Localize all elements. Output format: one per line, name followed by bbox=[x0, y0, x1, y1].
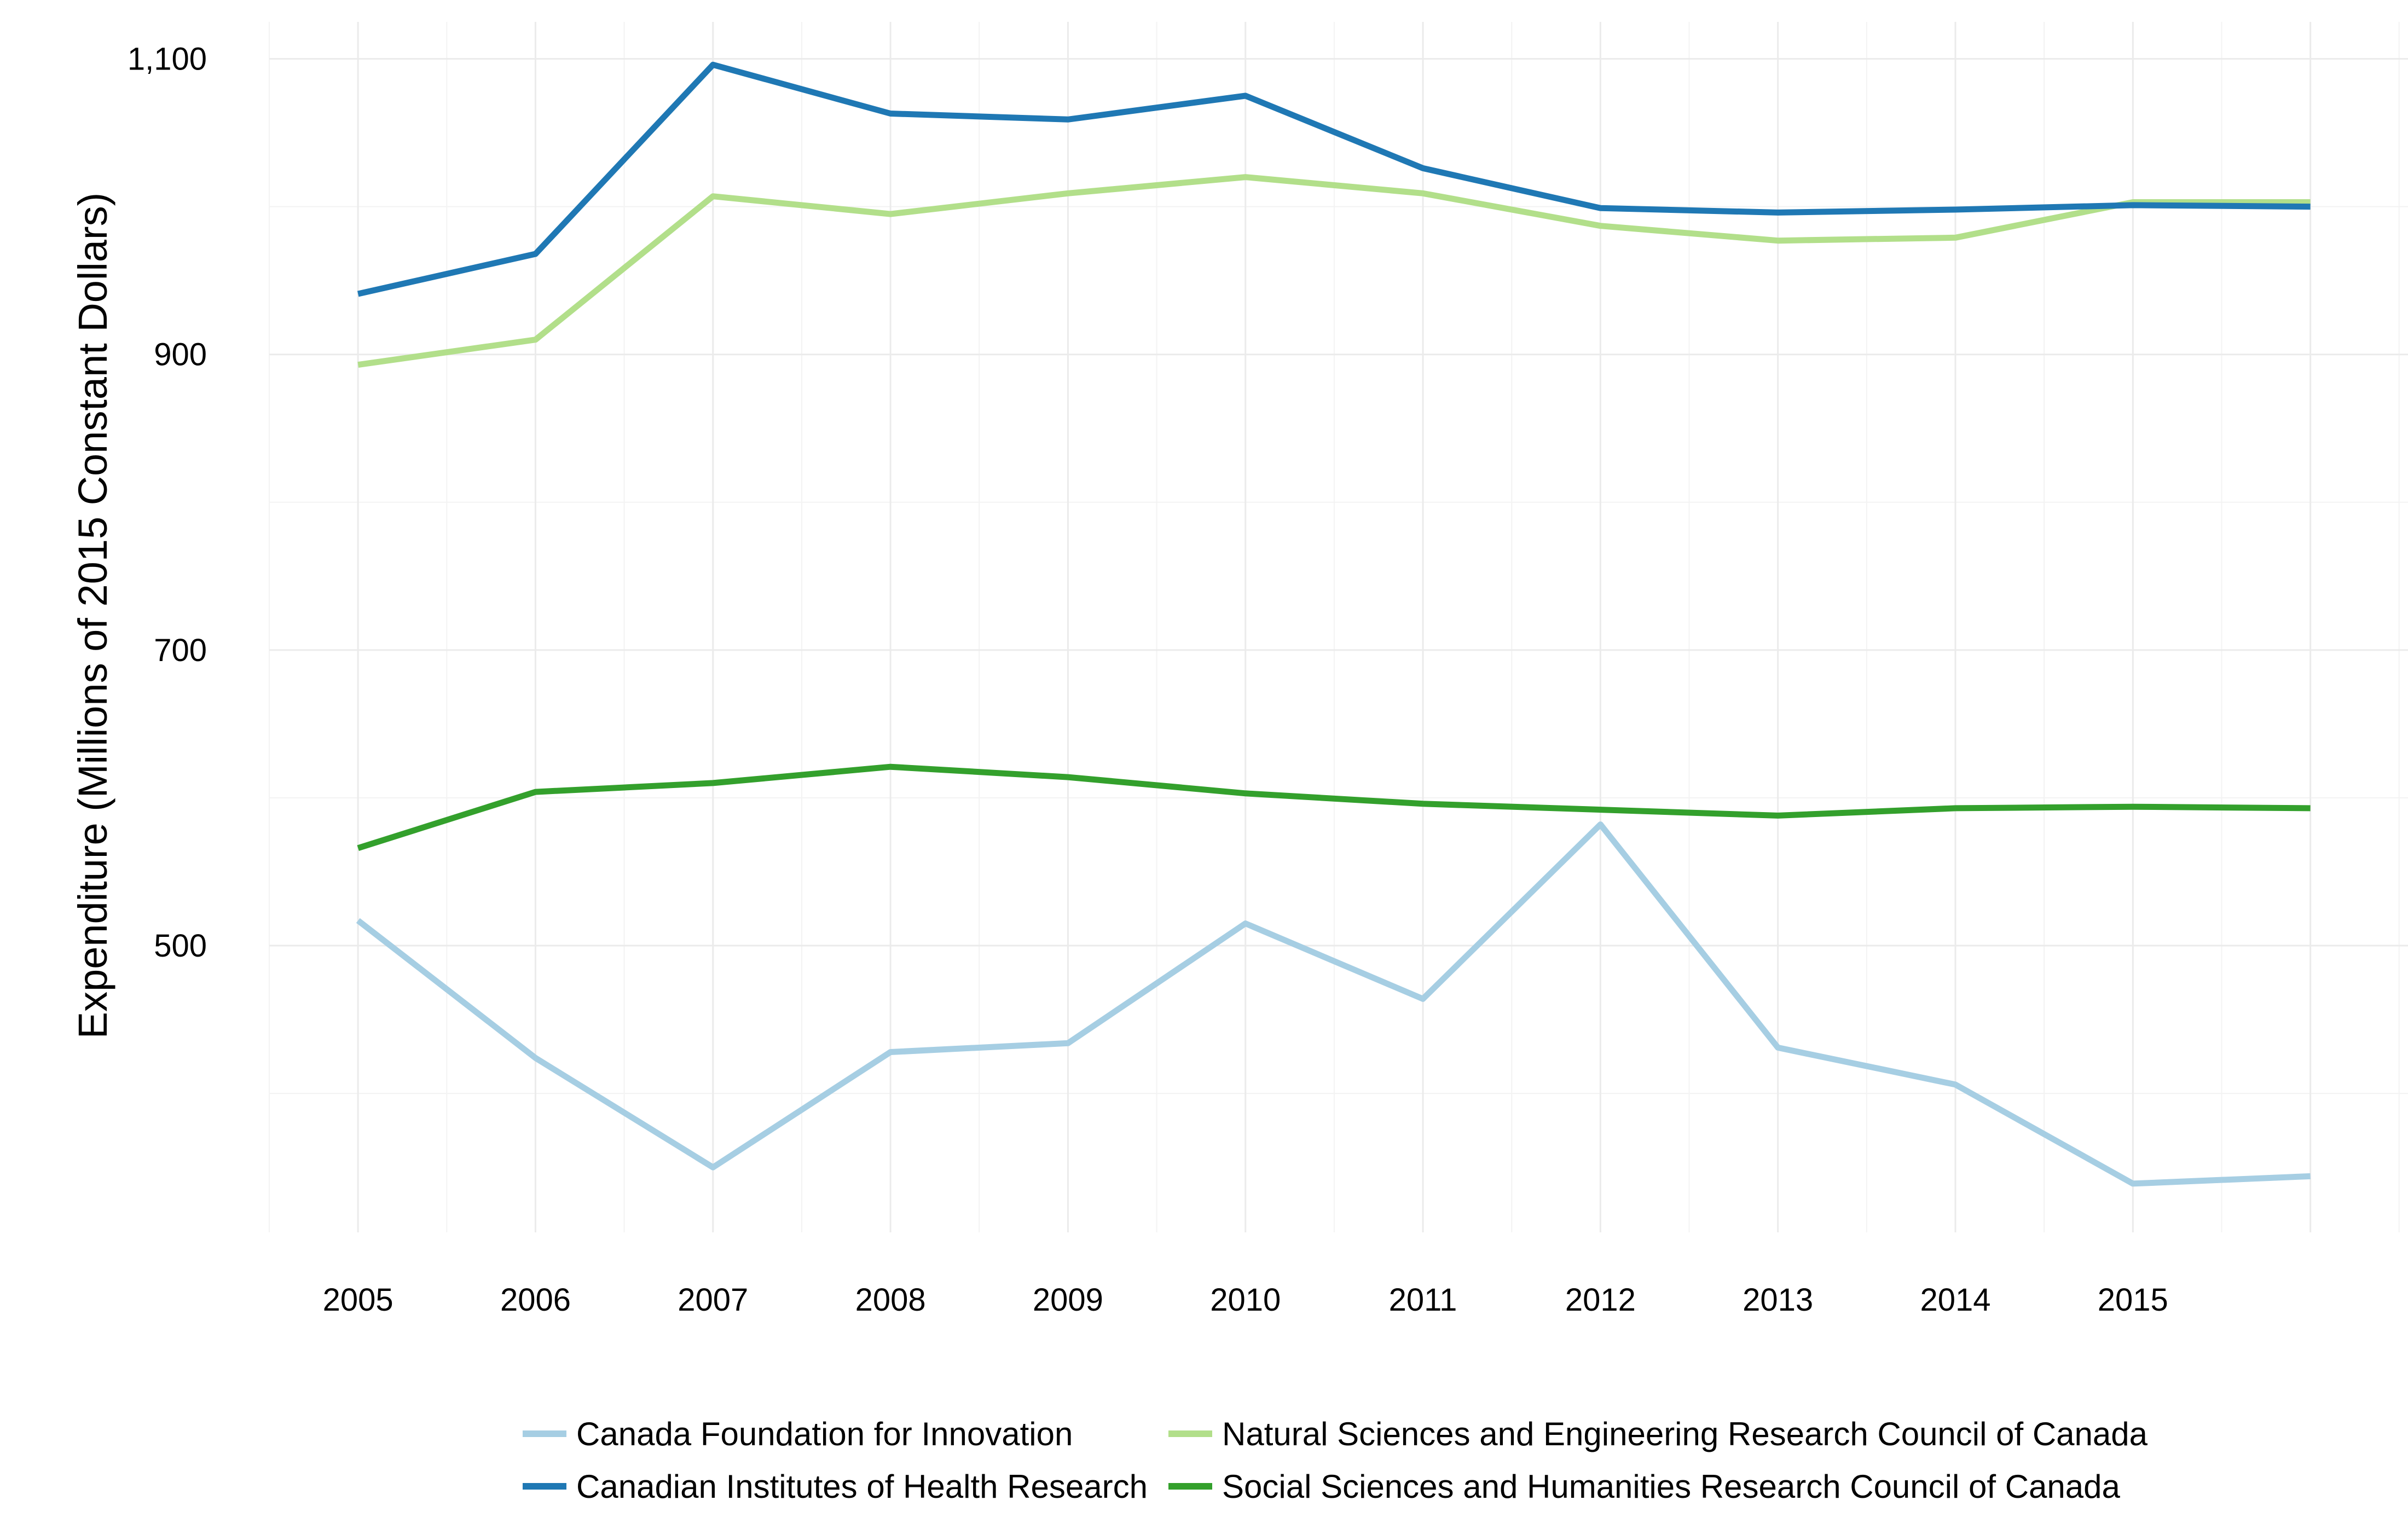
y-axis-ticks: 500 700 900 1,100 bbox=[128, 42, 207, 964]
x-tick-label: 2008 bbox=[855, 1282, 926, 1318]
legend-item: Natural Sciences and Engineering Researc… bbox=[1168, 1416, 2148, 1452]
series-line bbox=[357, 174, 2311, 368]
x-tick-label: 2014 bbox=[1920, 1282, 1990, 1318]
legend-label: Natural Sciences and Engineering Researc… bbox=[1222, 1416, 2148, 1452]
x-tick-label: 2011 bbox=[1389, 1282, 1457, 1318]
legend-item: Social Sciences and Humanities Research … bbox=[1168, 1468, 2121, 1505]
x-tick-label: 2013 bbox=[1743, 1282, 1813, 1318]
y-tick-label: 1,100 bbox=[128, 42, 207, 77]
x-tick-label: 2012 bbox=[1565, 1282, 1636, 1318]
x-tick-label: 2007 bbox=[678, 1282, 748, 1318]
x-tick-label: 2015 bbox=[2098, 1282, 2168, 1318]
x-tick-label: 2005 bbox=[323, 1282, 393, 1318]
series-lines bbox=[356, 61, 2311, 1187]
x-tick-label: 2010 bbox=[1210, 1282, 1281, 1318]
x-tick-label: 2009 bbox=[1033, 1282, 1103, 1318]
series-line bbox=[357, 763, 2311, 852]
y-tick-label: 700 bbox=[154, 633, 207, 668]
legend-item: Canada Foundation for Innovation bbox=[523, 1416, 1073, 1452]
grid bbox=[269, 22, 2408, 1232]
legend-label: Canadian Institutes of Health Research bbox=[576, 1468, 1148, 1505]
y-tick-label: 500 bbox=[154, 928, 207, 964]
legend-label: Canada Foundation for Innovation bbox=[576, 1416, 1073, 1452]
series-line bbox=[357, 61, 2311, 297]
series-line bbox=[356, 821, 2311, 1187]
legend: Canada Foundation for Innovation Natural … bbox=[523, 1416, 2148, 1505]
legend-item: Canadian Institutes of Health Research bbox=[523, 1468, 1148, 1505]
x-tick-label: 2006 bbox=[500, 1282, 571, 1318]
y-axis-title: Expenditure (Millions of 2015 Constant D… bbox=[70, 193, 115, 1039]
legend-label: Social Sciences and Humanities Research … bbox=[1222, 1468, 2121, 1505]
x-axis-ticks: 2005 2006 2007 2008 2009 2010 2011 2012 2013 2014… bbox=[323, 1282, 2168, 1318]
y-tick-label: 900 bbox=[154, 337, 207, 373]
